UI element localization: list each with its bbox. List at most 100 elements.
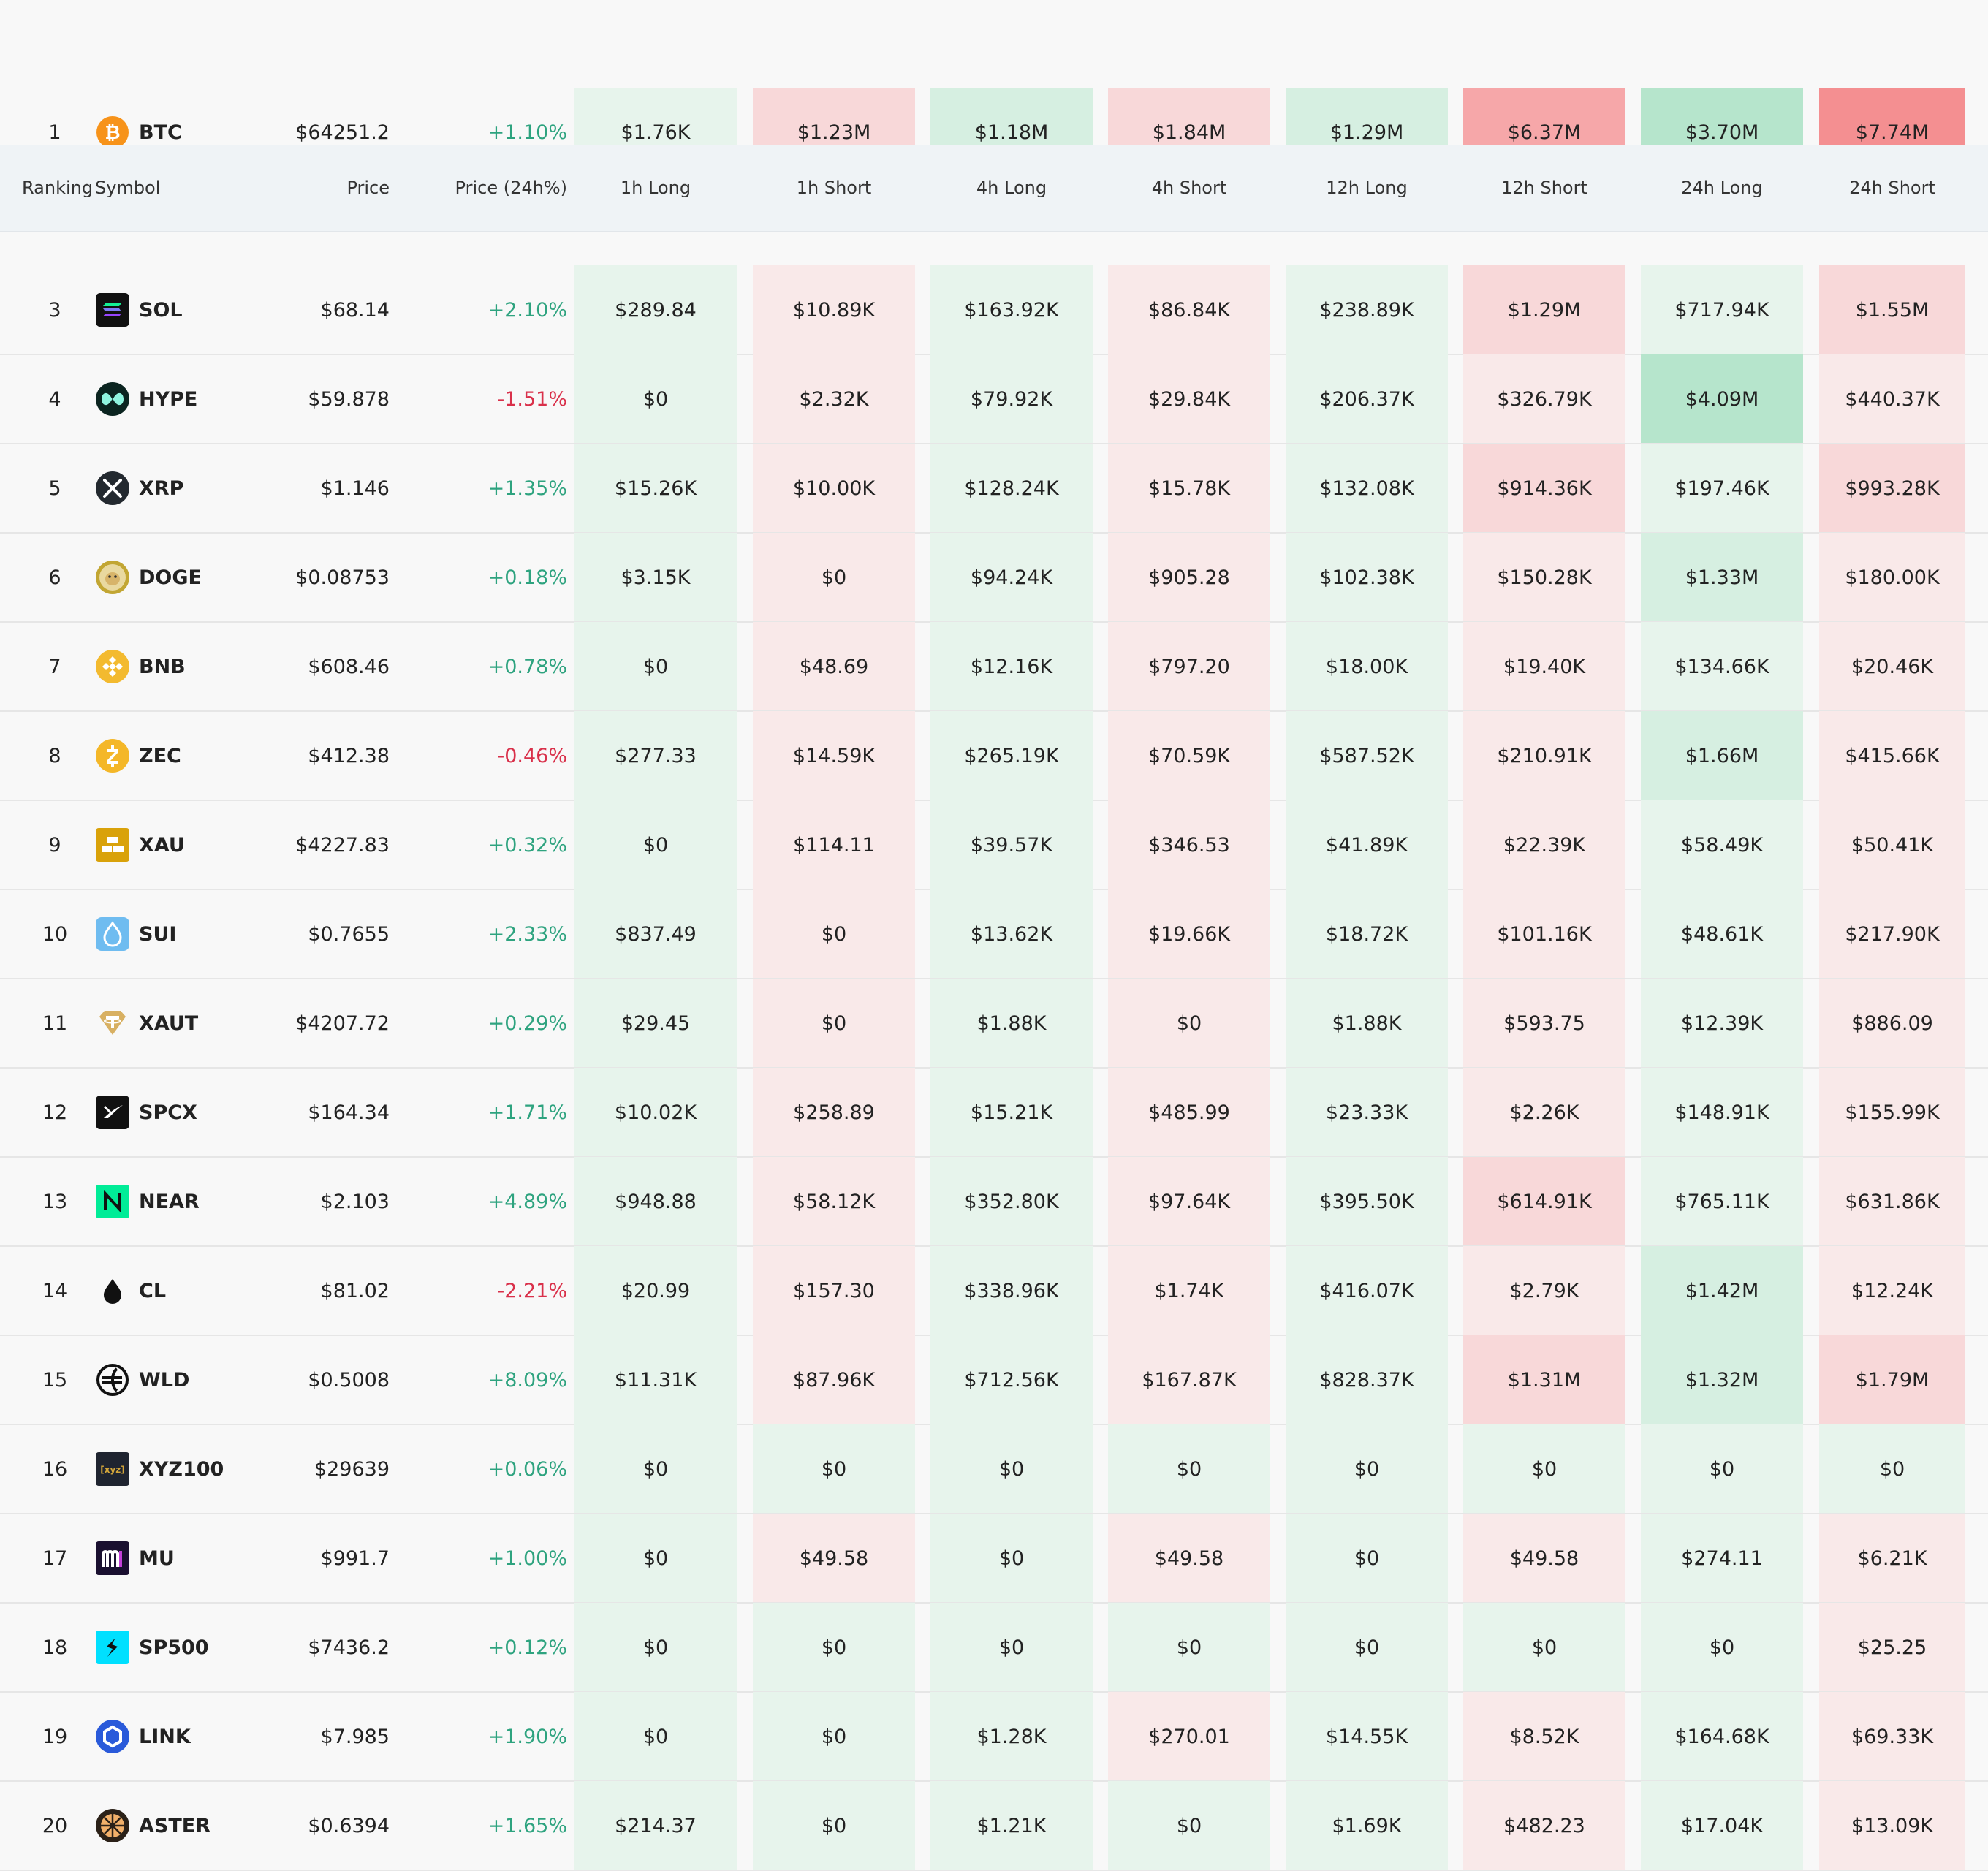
value-cell-bg	[753, 1424, 915, 1514]
xrp-icon	[95, 471, 130, 506]
symbol-cell[interactable]: NEAR	[95, 1157, 270, 1246]
value-cell-bg	[1286, 1692, 1448, 1781]
liquidation-value-cell: $0	[1531, 1636, 1558, 1659]
header-24h-long[interactable]: 24h Long	[1681, 178, 1763, 198]
liquidation-value-cell: $101.16K	[1497, 922, 1592, 946]
value-cell-bg	[1463, 711, 1625, 800]
value-cell-bg	[1463, 265, 1625, 354]
value-cell-bg	[1463, 1335, 1625, 1424]
header-1h-short[interactable]: 1h Short	[796, 178, 872, 198]
symbol-label: SUI	[139, 922, 177, 946]
symbol-cell[interactable]: DOGE	[95, 533, 270, 622]
value-cell-bg	[1463, 1157, 1625, 1246]
symbol-label: CL	[139, 1279, 167, 1302]
header-price[interactable]: Price	[346, 178, 390, 198]
liquidation-value-cell: $87.96K	[792, 1368, 876, 1392]
bitcoin-icon: ₿	[95, 115, 130, 150]
liquidation-value-cell: $50.41K	[1851, 833, 1934, 857]
value-cell-bg	[1286, 1514, 1448, 1603]
value-cell-bg	[753, 265, 915, 354]
value-cell-bg	[1641, 1068, 1803, 1157]
liquidation-value-cell: $837.49	[615, 922, 697, 946]
value-cell-bg	[1463, 444, 1625, 533]
symbol-cell[interactable]: SUI	[95, 889, 270, 979]
symbol-cell[interactable]: ₿ BTC	[95, 88, 270, 177]
liquidation-value-cell: $797.20	[1148, 655, 1230, 678]
liquidation-value-cell: $593.75	[1503, 1012, 1585, 1035]
value-cell-bg	[1463, 1692, 1625, 1781]
liquidation-value-cell: $7.74M	[1855, 121, 1930, 144]
value-cell-bg	[753, 622, 915, 711]
header-24h-short[interactable]: 24h Short	[1849, 178, 1935, 198]
liquidation-value-cell: $238.89K	[1319, 298, 1414, 322]
liquidation-value-cell: $993.28K	[1845, 477, 1940, 500]
symbol-label: NEAR	[139, 1190, 200, 1213]
symbol-cell[interactable]: MU	[95, 1514, 270, 1603]
liquidation-value-cell: $0	[821, 1457, 847, 1481]
value-cell-bg	[1108, 1514, 1270, 1603]
symbol-cell[interactable]: LINK	[95, 1692, 270, 1781]
header-4h-short[interactable]: 4h Short	[1151, 178, 1227, 198]
value-cell-bg	[1286, 800, 1448, 889]
symbol-cell[interactable]: XRP	[95, 444, 270, 533]
header-12h-short[interactable]: 12h Short	[1501, 178, 1587, 198]
value-cell-bg	[1463, 533, 1625, 622]
table-header: Ranking Symbol Price Price (24h%) 1h Lon…	[0, 145, 1988, 232]
sp500-icon	[95, 1630, 130, 1665]
symbol-label: XAUT	[139, 1012, 199, 1035]
value-cell-bg	[1108, 1246, 1270, 1335]
liquidation-value-cell: $6.37M	[1507, 121, 1582, 144]
value-cell-bg	[930, 1335, 1093, 1424]
liquidation-value-cell: $0	[1531, 1457, 1558, 1481]
symbol-label: SP500	[139, 1636, 209, 1659]
liquidation-value-cell: $1.33M	[1685, 566, 1759, 589]
header-price-change[interactable]: Price (24h%)	[455, 178, 567, 198]
symbol-cell[interactable]: ZEC	[95, 711, 270, 800]
liquidation-value-cell: $416.07K	[1319, 1279, 1414, 1302]
value-cell-bg	[753, 533, 915, 622]
liquidation-value-cell: $25.25	[1857, 1636, 1927, 1659]
symbol-cell[interactable]: SP500	[95, 1603, 270, 1692]
symbol-cell[interactable]: ASTER	[95, 1781, 270, 1870]
bnb-icon	[95, 649, 130, 684]
symbol-cell[interactable]: BNB	[95, 622, 270, 711]
liquidation-value-cell: $631.86K	[1845, 1190, 1940, 1213]
liquidation-value-cell: $905.28	[1148, 566, 1230, 589]
liquidation-value-cell: $0	[1879, 1457, 1905, 1481]
symbol-label: DOGE	[139, 566, 202, 589]
top-blank-area	[0, 0, 1988, 88]
price-cell: $7436.2	[308, 1636, 390, 1659]
liquidation-value-cell: $1.76K	[621, 121, 691, 144]
liquidation-value-cell: $0	[1176, 1814, 1202, 1837]
price-change-cell: -2.21%	[497, 1279, 567, 1302]
value-cell-bg	[753, 1603, 915, 1692]
price-change-cell: -0.46%	[497, 744, 567, 767]
symbol-cell[interactable]: CL	[95, 1246, 270, 1335]
oil-drop-icon	[95, 1273, 130, 1308]
symbol-cell[interactable]: SPCX	[95, 1068, 270, 1157]
value-cell-bg	[1463, 979, 1625, 1068]
header-symbol[interactable]: Symbol	[95, 178, 161, 198]
symbol-cell[interactable]: SOL	[95, 265, 270, 354]
value-cell-bg	[1641, 1157, 1803, 1246]
liquidation-value-cell: $0	[1354, 1546, 1380, 1570]
value-cell-bg	[1819, 1781, 1965, 1870]
symbol-cell[interactable]: HYPE	[95, 354, 270, 444]
liquidation-value-cell: $2.32K	[799, 387, 869, 411]
symbol-cell[interactable]: WLD	[95, 1335, 270, 1424]
price-change-cell: -1.51%	[497, 387, 567, 411]
value-cell-bg	[1108, 1157, 1270, 1246]
header-ranking[interactable]: Ranking	[22, 178, 94, 198]
row-divider	[0, 1870, 1988, 1871]
symbol-cell[interactable]: [xyz] XYZ100	[95, 1424, 270, 1514]
liquidation-value-cell: $395.50K	[1319, 1190, 1414, 1213]
value-cell-bg	[1286, 1335, 1448, 1424]
header-4h-long[interactable]: 4h Long	[976, 178, 1047, 198]
value-cell-bg	[1286, 979, 1448, 1068]
header-12h-long[interactable]: 12h Long	[1326, 178, 1408, 198]
symbol-cell[interactable]: XAU	[95, 800, 270, 889]
header-1h-long[interactable]: 1h Long	[620, 178, 691, 198]
value-cell-bg	[1641, 800, 1803, 889]
rank-cell: 15	[42, 1368, 68, 1392]
symbol-cell[interactable]: XAUT	[95, 979, 270, 1068]
